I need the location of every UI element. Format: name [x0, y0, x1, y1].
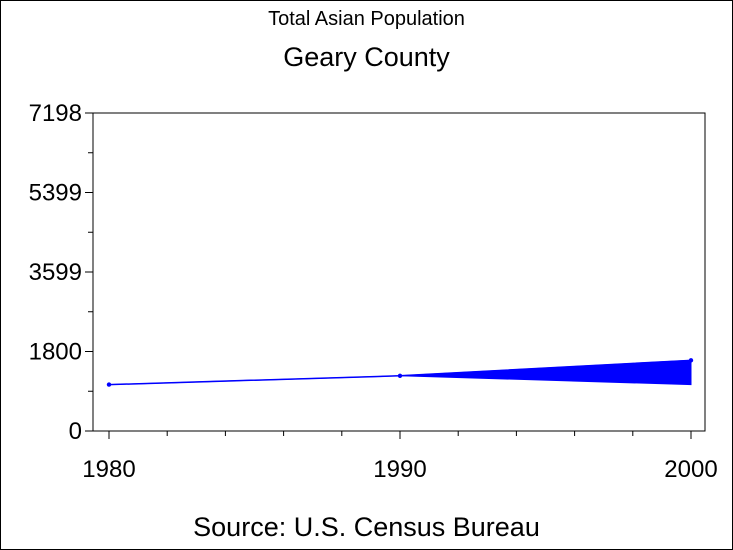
- y-tick-label: 1800: [29, 339, 82, 366]
- x-tick-label: 1980: [82, 456, 135, 483]
- series-band: [108, 359, 692, 386]
- chart-title: Total Asian Population: [268, 8, 465, 30]
- series-layer: [106, 358, 694, 387]
- y-tick-label: 5399: [29, 180, 82, 207]
- source-note: Source: U.S. Census Bureau: [193, 512, 540, 542]
- data-point: [688, 358, 694, 363]
- x-axis: 1980 1990 2000: [82, 431, 718, 483]
- data-point: [397, 373, 403, 378]
- y-axis: 0 1800 3599 5399 7198: [29, 100, 93, 445]
- chart-subtitle: Geary County: [283, 42, 450, 72]
- y-tick-label: 7198: [29, 100, 82, 127]
- plot-area: [92, 112, 706, 432]
- y-tick-label: 0: [69, 418, 82, 445]
- y-tick-label: 3599: [29, 259, 82, 286]
- data-point: [106, 382, 112, 387]
- x-tick-label: 1990: [373, 456, 426, 483]
- x-tick-label: 2000: [664, 456, 717, 483]
